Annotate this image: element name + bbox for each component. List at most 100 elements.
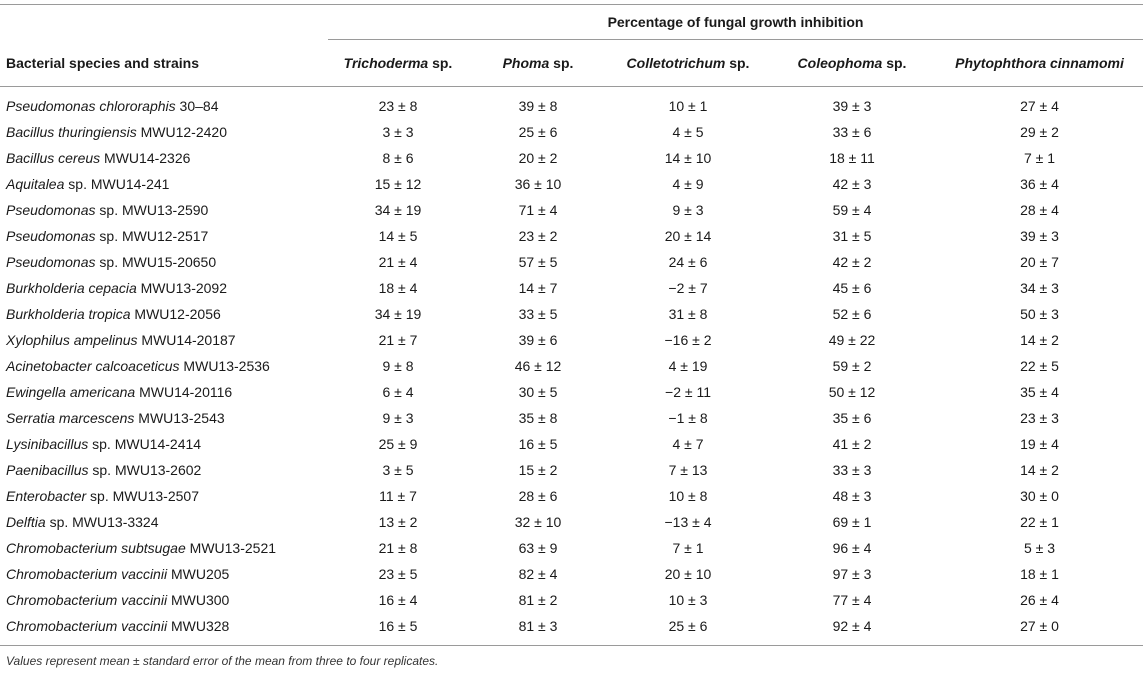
column-header: Phoma sp. <box>468 40 608 87</box>
value-cell: 18 ± 11 <box>829 150 875 166</box>
strain-id: MWU14-2326 <box>100 150 191 166</box>
value-cell: −16 ± 2 <box>664 332 712 348</box>
value-cell: 7 ± 13 <box>668 462 708 478</box>
table-row: Chromobacterium vaccinii MWU300 16 ± 4 81 … <box>0 587 1143 613</box>
species-name: Chromobacterium subtsugae <box>6 540 186 556</box>
table-row: Pseudomonas chlororaphis 30–84 23 ± 8 39 ±… <box>0 87 1143 120</box>
species-name: Delftia <box>6 514 46 530</box>
strain-cell: Chromobacterium subtsugae MWU13-2521 <box>0 535 328 561</box>
value-cell: 33 ± 3 <box>832 462 872 478</box>
column-header-genus: Colletotrichum <box>626 55 726 71</box>
value-cell: 96 ± 4 <box>832 540 872 556</box>
table-row: Bacillus thuringiensis MWU12-2420 3 ± 3 25… <box>0 119 1143 145</box>
strain-cell: Burkholderia tropica MWU12-2056 <box>0 301 328 327</box>
value-cell: 20 ± 7 <box>1020 254 1059 270</box>
column-header: Colletotrichum sp. <box>608 40 768 87</box>
strain-id: MWU13-2536 <box>179 358 270 374</box>
species-name: Serratia marcescens <box>6 410 135 426</box>
column-header-suffix: sp. <box>725 55 750 71</box>
value-cell: 10 ± 3 <box>668 592 708 608</box>
group-header-row: Percentage of fungal growth inhibition <box>0 4 1143 40</box>
value-cell: 22 ± 5 <box>1020 358 1059 374</box>
value-cell: 5 ± 3 <box>1023 540 1056 556</box>
value-cell: 77 ± 4 <box>832 592 872 608</box>
value-cell: 39 ± 6 <box>518 332 558 348</box>
value-cell: 25 ± 6 <box>608 613 768 646</box>
value-cell: 21 ± 8 <box>378 540 418 556</box>
value-cell: 82 ± 4 <box>518 566 558 582</box>
species-name: Xylophilus ampelinus <box>6 332 138 348</box>
species-name: Chromobacterium vaccinii <box>6 566 168 582</box>
value-cell: 39 ± 8 <box>518 98 558 114</box>
strain-cell: Ewingella americana MWU14-20116 <box>0 379 328 405</box>
strain-id: MWU14-20116 <box>135 384 233 400</box>
value-cell: 23 ± 8 <box>378 98 418 114</box>
value-cell: 23 ± 3 <box>1020 410 1059 426</box>
value-cell: 3 ± 5 <box>382 462 414 478</box>
table-row: Pseudomonas sp. MWU12-2517 14 ± 5 23 ± 2 20… <box>0 223 1143 249</box>
strain-id: sp. MWU14-2414 <box>88 436 202 452</box>
value-cell: 31 ± 8 <box>668 306 708 322</box>
value-cell: 7 ± 1 <box>672 540 704 556</box>
strain-cell: Acinetobacter calcoaceticus MWU13-2536 <box>0 353 328 379</box>
value-cell: −1 ± 8 <box>668 410 708 426</box>
value-cell: 25 ± 6 <box>518 124 558 140</box>
value-cell: 18 ± 4 <box>378 280 418 296</box>
strain-cell: Bacillus thuringiensis MWU12-2420 <box>0 119 328 145</box>
value-cell: 20 ± 14 <box>664 228 712 244</box>
strain-id: 30–84 <box>175 98 219 114</box>
strain-cell: Burkholderia cepacia MWU13-2092 <box>0 275 328 301</box>
value-cell: 16 ± 5 <box>518 436 558 452</box>
table-row: Pseudomonas sp. MWU13-2590 34 ± 19 71 ± 4 9… <box>0 197 1143 223</box>
species-name: Lysinibacillus <box>6 436 89 452</box>
species-name: Chromobacterium vaccinii <box>6 618 168 634</box>
value-cell: 14 ± 2 <box>1020 462 1059 478</box>
value-cell: 35 ± 6 <box>832 410 872 426</box>
strain-id: sp. MWU15-20650 <box>95 254 217 270</box>
strain-cell: Lysinibacillus sp. MWU14-2414 <box>0 431 328 457</box>
value-cell: 33 ± 6 <box>832 124 872 140</box>
strain-id: MWU13-2521 <box>185 540 277 556</box>
value-cell: 23 ± 2 <box>518 228 558 244</box>
species-name: Pseudomonas chlororaphis <box>6 98 176 114</box>
value-cell: 14 ± 5 <box>378 228 418 244</box>
value-cell: 14 ± 10 <box>664 150 712 166</box>
table-row: Delftia sp. MWU13-3324 13 ± 2 32 ± 10 −13 ±… <box>0 509 1143 535</box>
value-cell: 27 ± 0 <box>936 613 1143 646</box>
strain-cell: Bacillus cereus MWU14-2326 <box>0 145 328 171</box>
value-cell: 31 ± 5 <box>832 228 872 244</box>
value-cell: 25 ± 9 <box>378 436 418 452</box>
table-row: Acinetobacter calcoaceticus MWU13-2536 9 … <box>0 353 1143 379</box>
table-row: Chromobacterium vaccinii MWU205 23 ± 5 82 … <box>0 561 1143 587</box>
strain-id: sp. MWU13-2602 <box>88 462 202 478</box>
value-cell: 18 ± 1 <box>1020 566 1059 582</box>
species-name: Paenibacillus <box>6 462 89 478</box>
strain-cell: Pseudomonas sp. MWU15-20650 <box>0 249 328 275</box>
value-cell: 16 ± 5 <box>328 613 468 646</box>
strain-cell: Pseudomonas sp. MWU12-2517 <box>0 223 328 249</box>
value-cell: 34 ± 19 <box>374 306 422 322</box>
table-row: Chromobacterium subtsugae MWU13-2521 21 ±… <box>0 535 1143 561</box>
value-cell: 4 ± 19 <box>668 358 708 374</box>
table-row: Burkholderia cepacia MWU13-2092 18 ± 4 14 … <box>0 275 1143 301</box>
strain-id: sp. MWU13-2590 <box>95 202 209 218</box>
value-cell: 97 ± 3 <box>832 566 872 582</box>
table-row: Serratia marcescens MWU13-2543 9 ± 3 35 ± … <box>0 405 1143 431</box>
value-cell: 10 ± 1 <box>668 98 708 114</box>
value-cell: 28 ± 4 <box>1020 202 1059 218</box>
column-header-genus: Coleophoma <box>797 55 883 71</box>
value-cell: 36 ± 10 <box>514 176 562 192</box>
species-name: Bacillus cereus <box>6 150 101 166</box>
species-name: Bacillus thuringiensis <box>6 124 137 140</box>
column-header-genus: Phoma <box>502 55 550 71</box>
column-header-suffix: sp. <box>882 55 907 71</box>
value-cell: 9 ± 3 <box>382 410 414 426</box>
strain-id: sp. MWU14-241 <box>64 176 170 192</box>
strain-cell: Chromobacterium vaccinii MWU328 <box>0 613 328 646</box>
value-cell: 14 ± 2 <box>1020 332 1059 348</box>
value-cell: 28 ± 6 <box>518 488 558 504</box>
value-cell: 50 ± 3 <box>1020 306 1059 322</box>
value-cell: 63 ± 9 <box>518 540 558 556</box>
table-row: Chromobacterium vaccinii MWU328 16 ± 5 81 … <box>0 613 1143 646</box>
value-cell: −2 ± 7 <box>668 280 708 296</box>
